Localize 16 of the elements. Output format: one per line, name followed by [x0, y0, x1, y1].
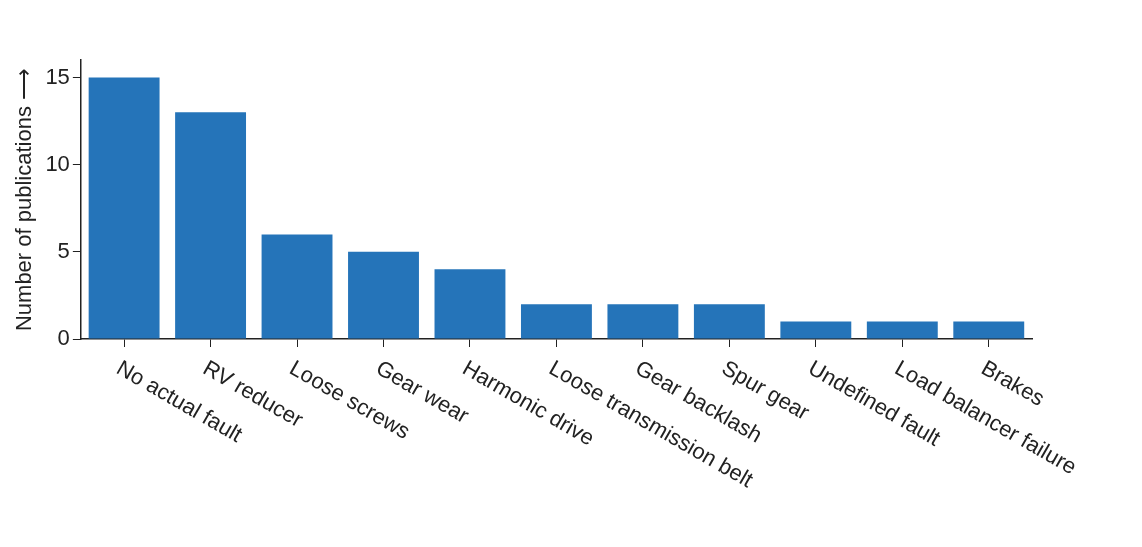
bar: [866, 321, 938, 339]
bar: [175, 112, 247, 339]
bar: [607, 304, 679, 339]
bar: [780, 321, 852, 339]
bar: [693, 304, 765, 339]
bar: [261, 234, 333, 339]
bar: [434, 269, 506, 339]
y-axis-title: Number of publications ⟶: [11, 67, 37, 332]
y-tick-label: 5: [57, 237, 70, 263]
bar: [520, 304, 592, 339]
bar: [348, 251, 419, 339]
y-tick-label: 15: [45, 63, 70, 89]
bar: [88, 77, 160, 339]
y-tick-label: 0: [57, 325, 70, 351]
bar: [953, 321, 1025, 339]
y-tick-label: 10: [45, 150, 70, 176]
